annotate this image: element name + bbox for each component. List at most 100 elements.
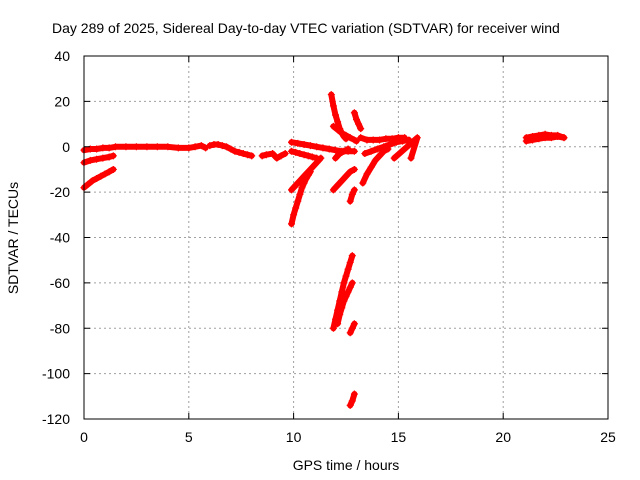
data-point [132,143,140,151]
data-point [325,145,333,153]
data-point [306,168,314,176]
data-point [101,170,109,178]
data-point [350,147,358,155]
data-point [371,156,379,164]
data-point [329,324,337,332]
data-point [122,143,130,151]
data-point [93,145,101,153]
x-tick-label: 25 [600,429,616,445]
data-point [308,153,316,161]
data-point [367,147,375,155]
data-point [541,130,549,138]
data-point [390,154,398,162]
data-point [288,220,296,228]
data-point [262,151,270,159]
data-point [296,150,304,158]
data-point [292,148,300,156]
data-point [294,197,302,205]
data-point [338,177,346,185]
data-point [334,126,342,134]
data-point [342,292,350,300]
data-point [243,151,251,159]
data-point [111,143,119,151]
data-point [352,116,360,124]
data-point [105,168,113,176]
data-point [336,311,344,319]
gridlines [84,56,608,419]
y-tick-label: 40 [54,48,70,64]
data-point [373,145,381,153]
y-axis-label: SDTVAR / TECUs [5,182,21,294]
data-trace [288,168,314,227]
data-point [281,150,289,158]
data-point [258,152,266,160]
data-point [342,172,350,180]
data-point [334,181,342,189]
data-point [350,109,358,117]
data-point [522,134,530,142]
data-point [346,168,354,176]
x-tick-label: 5 [185,429,193,445]
data-point [153,143,161,151]
data-point [327,91,335,99]
data-point [338,288,346,296]
data-point [547,131,555,139]
data-point [86,145,94,153]
data-point [235,148,243,156]
x-tick-label: 15 [391,429,407,445]
data-point [206,142,214,150]
data-point [109,165,117,173]
data-point [338,304,346,312]
data-point [346,283,354,291]
data-point [231,147,239,155]
data-point [348,397,356,405]
axis-ticks: 0 5 10 15 20 25 -120 -100 -80 -60 -40 -20 0 20 40 [42,48,616,445]
data-point [338,129,346,137]
y-tick-label: 20 [54,93,70,109]
data-point [239,150,247,158]
data-point [332,111,340,119]
data-point [344,265,352,273]
data-point [392,138,400,146]
data-point [164,143,172,151]
data-point [288,147,296,155]
data-point [535,131,543,139]
data-point [319,144,327,152]
data-point [348,324,356,332]
data-point [334,320,342,328]
data-point [413,134,421,142]
y-tick-label: -80 [50,320,70,336]
data-point [350,390,358,398]
data-trace [330,166,358,193]
data-point [376,152,384,160]
data-point [346,197,354,205]
data-point [329,186,337,194]
data-point [344,145,352,153]
data-point [105,153,113,161]
x-tick-label: 0 [80,429,88,445]
data-point [361,150,369,158]
data-point [294,139,302,147]
data-point [174,144,182,152]
data-point [273,154,281,162]
data-point [317,154,325,162]
data-point [86,156,94,164]
data-point [350,186,358,194]
data-point [300,179,308,187]
data-point [288,186,296,194]
data-point [334,118,342,126]
data-point [84,180,92,188]
x-axis-label: GPS time / hours [293,457,400,473]
data-point [227,145,235,153]
data-point [340,279,348,287]
data-point [346,329,354,337]
data-point [277,152,285,160]
data-point [288,138,296,146]
data-point [109,152,117,160]
data-point [332,146,340,154]
data-point [342,272,350,280]
data-point [93,175,101,183]
data-point [300,140,308,148]
data-point [306,142,314,150]
data-point [554,131,562,139]
